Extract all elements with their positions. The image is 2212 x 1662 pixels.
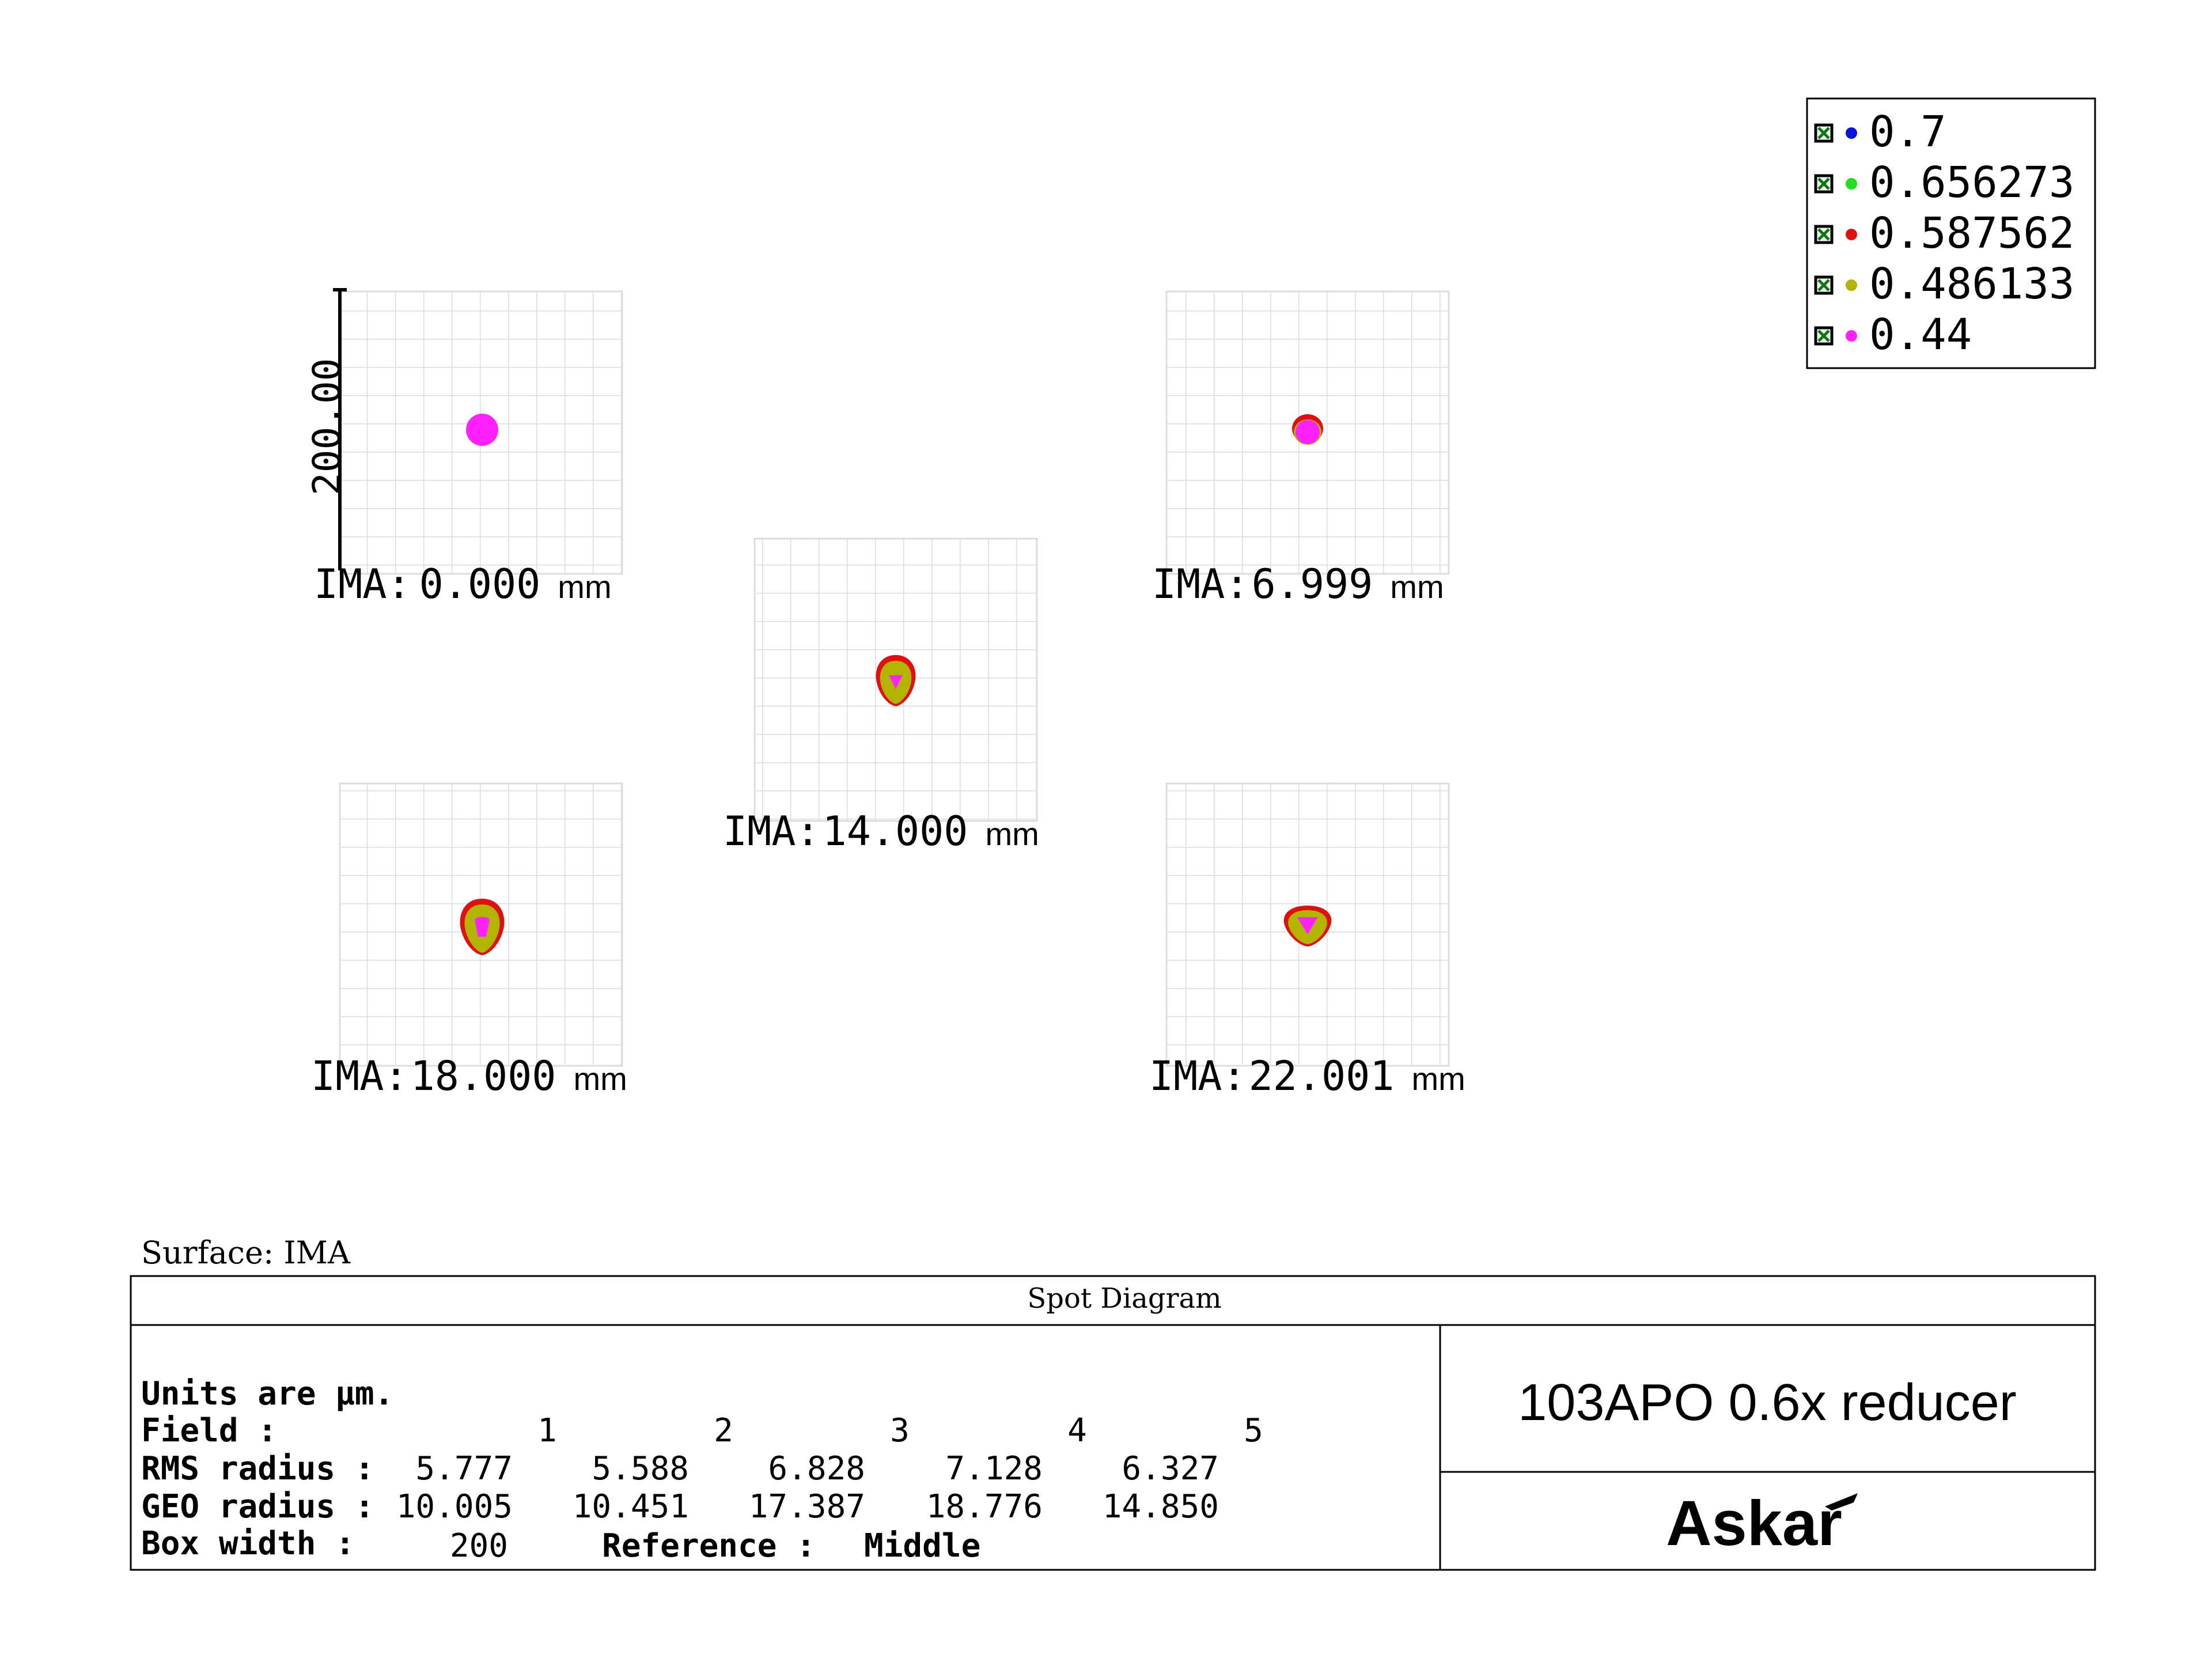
brand-swoosh-icon — [1825, 1493, 1858, 1510]
rms-value: 7.128 — [945, 1450, 1043, 1487]
field-2-ima-label: IMA:6.999 mm — [1152, 561, 1444, 608]
ima-unit: mm — [1390, 569, 1444, 605]
ima-prefix: IMA: — [311, 1053, 408, 1100]
legend-item[interactable]: 0.486133 — [1814, 259, 2074, 309]
legend-color-dot — [1846, 279, 1857, 291]
legend-label: 0.587562 — [1869, 209, 2074, 258]
field-5-spot — [1283, 906, 1332, 947]
geo-value: 14.850 — [1103, 1488, 1219, 1525]
legend-label: 0.7 — [1869, 107, 1946, 157]
field-number: 4 — [1067, 1412, 1087, 1449]
ima-unit: mm — [573, 1061, 627, 1097]
geo-value: 18.776 — [926, 1488, 1043, 1525]
ima-value: 22.001 — [1249, 1053, 1395, 1100]
ima-prefix: IMA: — [314, 561, 411, 608]
legend-item[interactable]: 0.44 — [1814, 310, 1972, 359]
ima-value: 18.000 — [411, 1053, 556, 1100]
rms-value: 5.588 — [592, 1450, 689, 1487]
ima-value: 0.000 — [419, 561, 541, 608]
geo-value: 17.387 — [749, 1488, 865, 1525]
scale-label: 200.00 — [305, 358, 349, 495]
field-4-ima-label: IMA:18.000 mm — [311, 1053, 627, 1100]
scale-bar — [333, 288, 347, 570]
geo-value: 10.451 — [573, 1488, 689, 1525]
ima-value: 6.999 — [1252, 561, 1373, 608]
field-3-spot — [876, 655, 916, 706]
field-number: 5 — [1244, 1412, 1263, 1449]
legend-color-dot — [1846, 229, 1857, 240]
ima-prefix: IMA: — [1152, 561, 1249, 608]
geo-label: GEO radius : — [141, 1488, 374, 1525]
units-line: Units are µm. — [141, 1375, 393, 1413]
ima-unit: mm — [558, 569, 611, 605]
field-3-spot-box: IMA:14.000 mm — [723, 537, 1039, 855]
legend-item[interactable]: 0.656273 — [1814, 158, 2074, 207]
rms-value: 6.828 — [768, 1450, 865, 1487]
field-1-ima-label: IMA: 0.000 mm — [314, 561, 612, 608]
product-title: 103APO 0.6x reducer — [1518, 1374, 2017, 1432]
legend-color-dot — [1846, 127, 1857, 139]
field-number: 2 — [714, 1412, 733, 1449]
legend-item[interactable]: 0.7 — [1814, 107, 1946, 157]
field-2-spot-box: IMA:6.999 mm — [1152, 290, 1450, 608]
brand-name: Askar — [1666, 1488, 1842, 1559]
field-5-ima-label: IMA:22.001 mm — [1149, 1053, 1465, 1100]
panel-title: Spot Diagram — [1027, 1282, 1221, 1315]
field-number: 3 — [890, 1412, 910, 1449]
box-width-value: 200 — [450, 1527, 508, 1565]
rms-value: 5.777 — [415, 1450, 513, 1487]
legend-label: 0.44 — [1869, 310, 1972, 359]
reference-value: Middle — [864, 1527, 980, 1565]
ima-prefix: IMA: — [723, 808, 820, 855]
rms-value: 6.327 — [1122, 1450, 1219, 1487]
wavelength-legend: 0.7 0.656273 0.587562 0.486133 0.44 — [1806, 97, 2096, 369]
field-1-spot — [466, 414, 498, 446]
field-label: Field : — [141, 1412, 277, 1449]
field-1-spot-box: 200.00 IMA: 0.000 mm — [305, 288, 623, 608]
surface-label: Surface: IMA — [141, 1235, 351, 1271]
reference-label: Reference : — [602, 1527, 816, 1565]
legend-color-dot — [1846, 178, 1857, 190]
field-4-spot-box: IMA:18.000 mm — [311, 782, 627, 1100]
legend-item[interactable]: 0.587562 — [1814, 209, 2074, 258]
legend-label: 0.656273 — [1869, 158, 2074, 207]
ima-value: 14.000 — [823, 808, 968, 855]
ima-unit: mm — [1411, 1061, 1465, 1097]
brand-logo: Askar — [1666, 1488, 1858, 1559]
spot-statistics: Units are µm. Field : 1 2 3 4 5 RMS radi… — [141, 1375, 1263, 1565]
legend-label: 0.486133 — [1869, 259, 2074, 309]
geo-value: 10.005 — [396, 1488, 513, 1525]
field-3-ima-label: IMA:14.000 mm — [723, 808, 1039, 855]
checked-box-icon[interactable] — [1814, 123, 1834, 143]
ima-unit: mm — [985, 816, 1039, 852]
checked-box-icon[interactable] — [1814, 275, 1834, 295]
field-number: 1 — [537, 1412, 557, 1449]
box-width-label: Box width : — [141, 1525, 355, 1562]
rms-label: RMS radius : — [141, 1450, 374, 1487]
field-5-spot-box: IMA:22.001 mm — [1149, 782, 1465, 1100]
legend-color-dot — [1846, 330, 1857, 342]
field-4-spot — [460, 899, 505, 955]
ima-prefix: IMA: — [1149, 1053, 1247, 1100]
info-panel: Spot Diagram Units are µm. Field : 1 2 3… — [130, 1275, 2096, 1571]
field-2-spot — [1292, 414, 1323, 445]
